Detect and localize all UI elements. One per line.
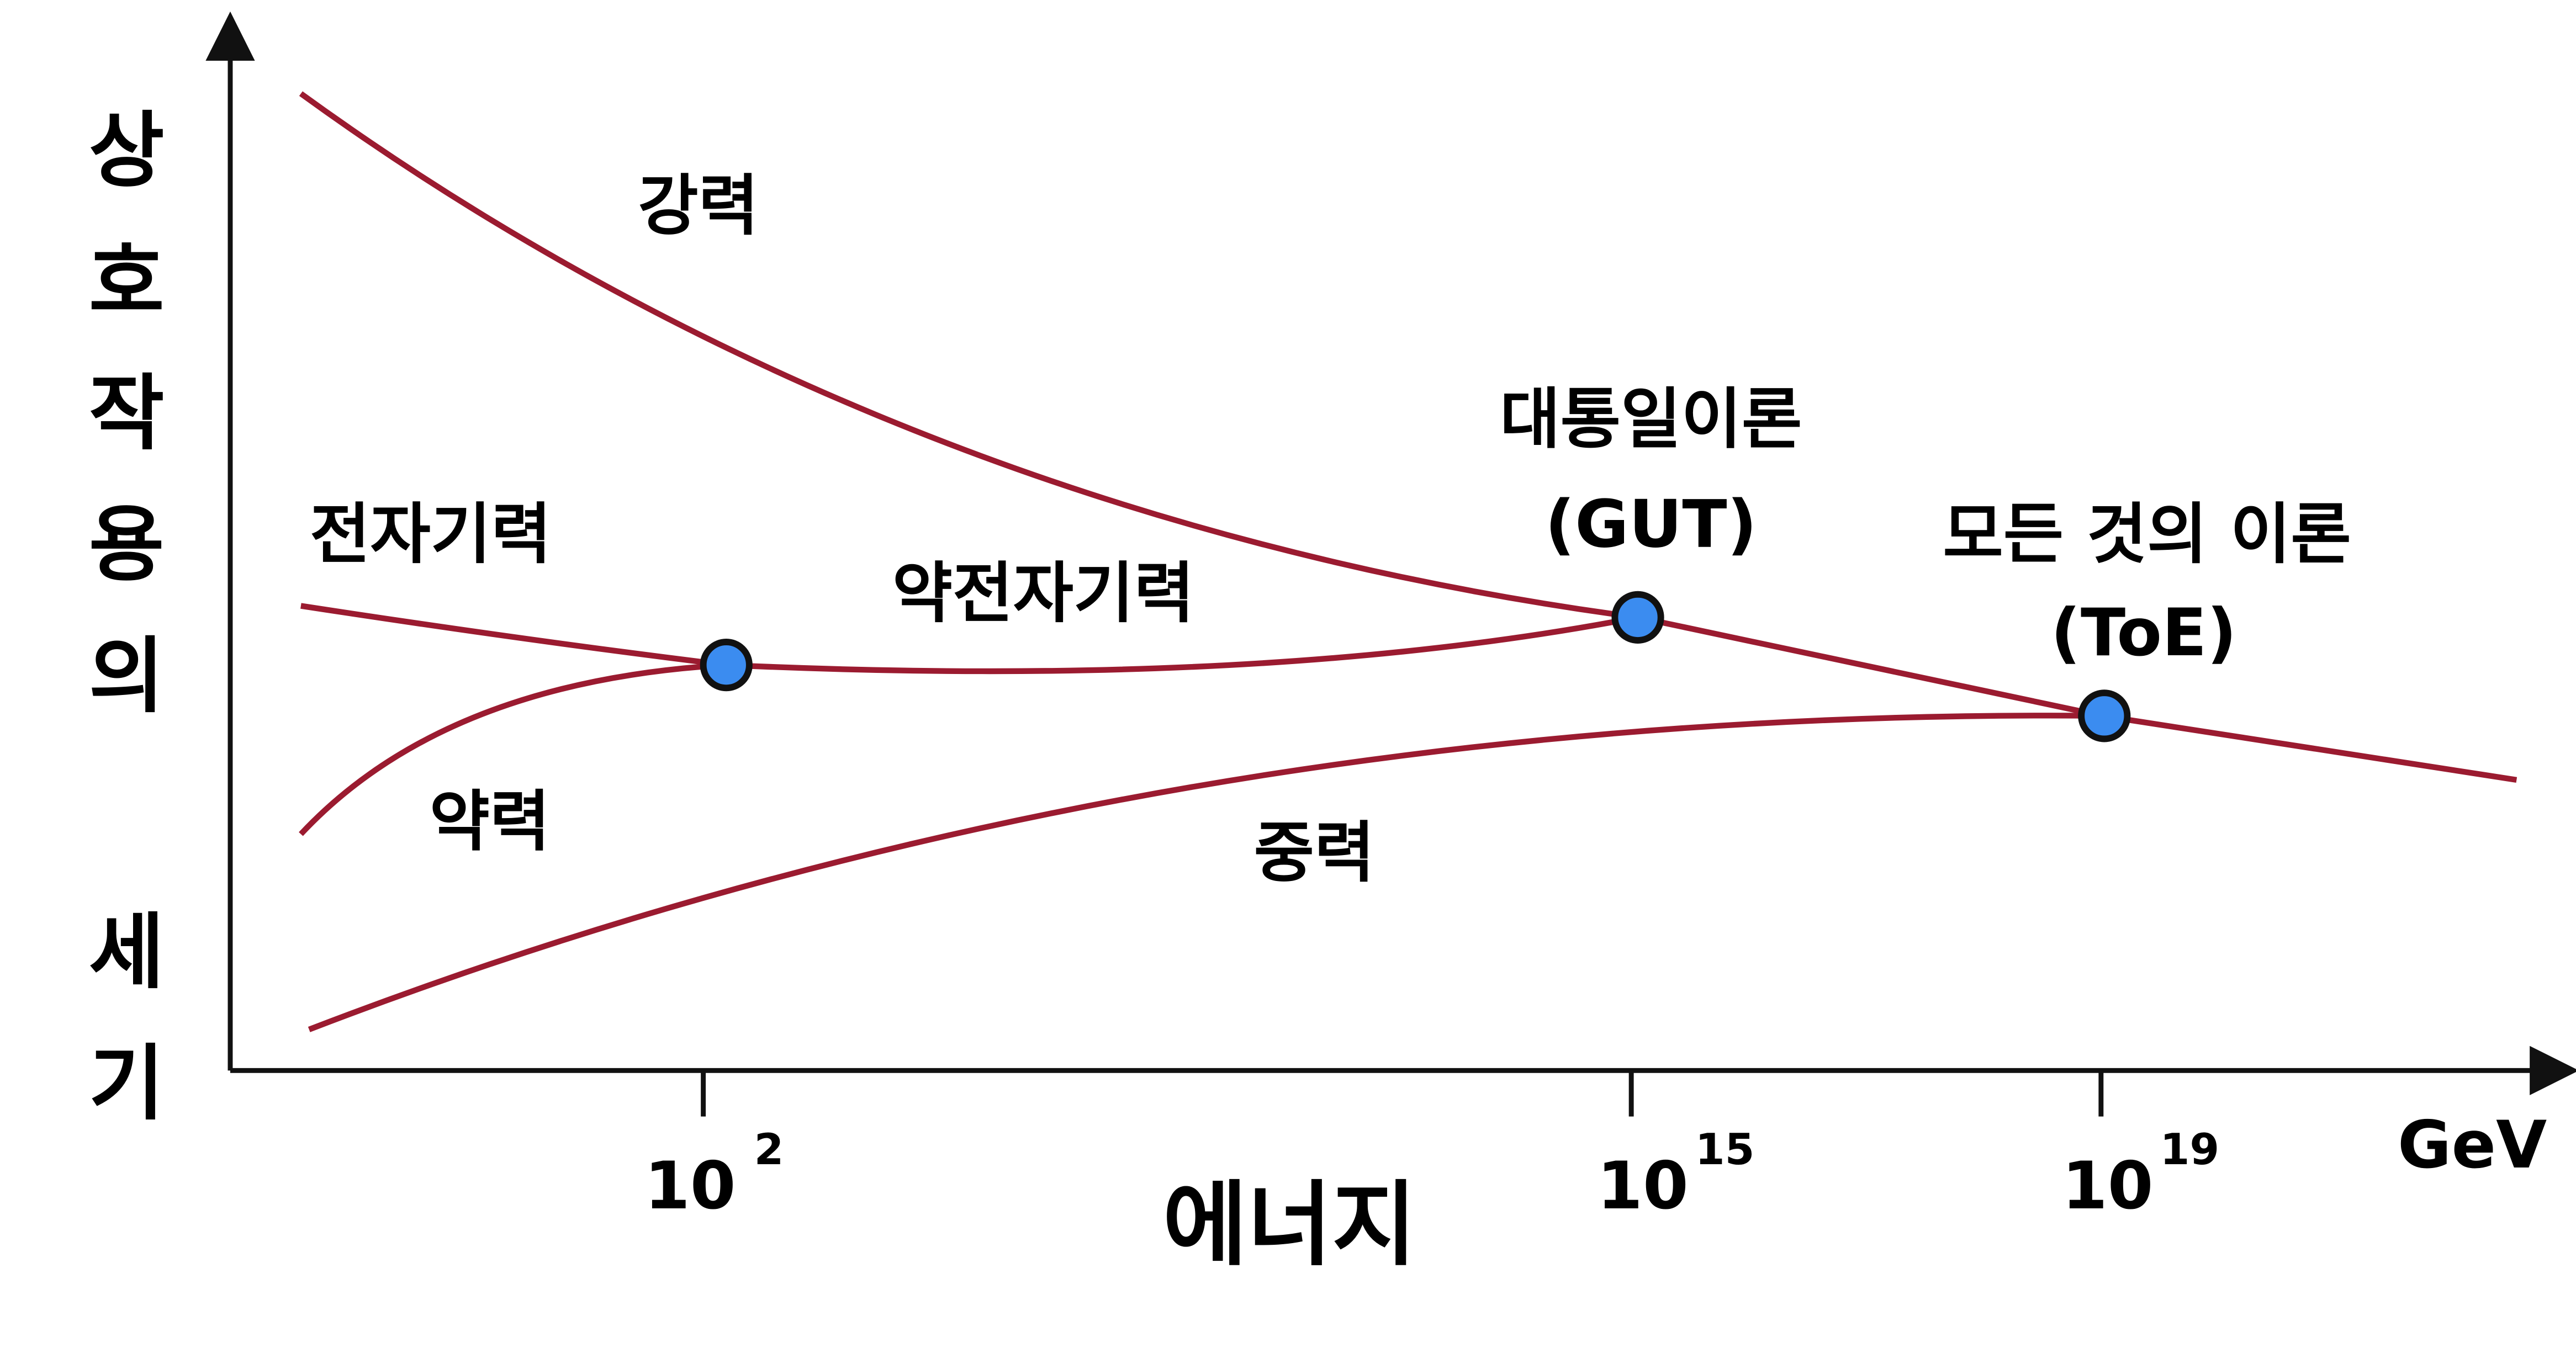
- gut-name: 대통일이론: [1500, 381, 1802, 458]
- gravity-curve: [308, 713, 2104, 1032]
- x-axis-label: 에너지: [1163, 1171, 1417, 1278]
- toe-point: [2078, 689, 2131, 742]
- toe-abbr: (ToE): [2051, 595, 2237, 671]
- weak-curve: [299, 662, 727, 836]
- em-curve: [300, 603, 727, 668]
- strong-curve: [299, 91, 2517, 783]
- tick-base: 10: [2062, 1148, 2154, 1224]
- em-label: 전자기력: [310, 496, 552, 572]
- y-axis-label: 상호작용의 세기: [71, 107, 166, 1171]
- strong-label: 강력: [638, 168, 759, 244]
- gravity-label: 중력: [1254, 815, 1375, 891]
- tick-exp: 15: [1695, 1125, 1755, 1175]
- electroweak-label: 약전자기력: [892, 555, 1194, 631]
- unification-point: [700, 639, 753, 692]
- tick-exp: 19: [2160, 1125, 2220, 1175]
- gut-point: [1611, 591, 1664, 644]
- tick-base: 10: [644, 1148, 736, 1224]
- tick-base: 10: [1597, 1148, 1689, 1224]
- electroweak-curve: [726, 614, 1639, 675]
- tick-exp: 2: [754, 1125, 784, 1175]
- toe-name: 모든 것의 이론: [1943, 496, 2351, 572]
- gut-abbr: (GUT): [1545, 486, 1757, 562]
- x-unit: GeV: [2398, 1107, 2547, 1184]
- weak-label: 약력: [429, 784, 550, 860]
